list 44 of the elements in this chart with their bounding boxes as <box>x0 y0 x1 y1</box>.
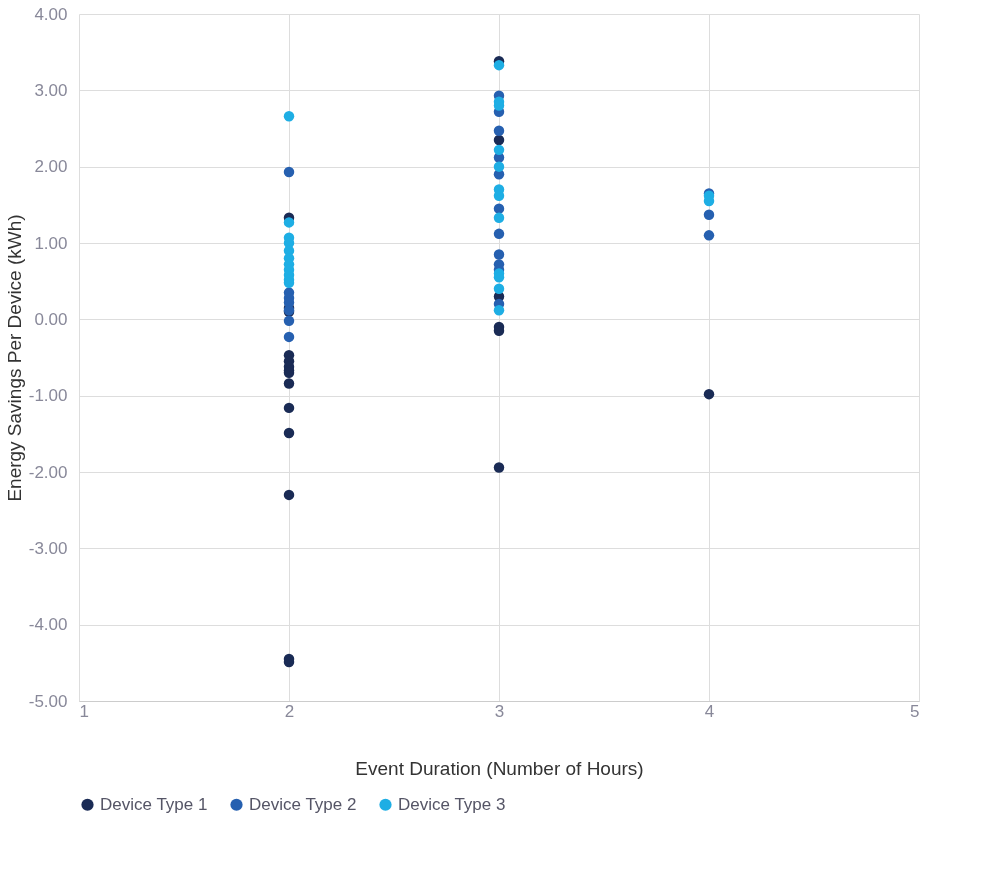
y-tick-label: 3.00 <box>34 80 68 100</box>
point <box>283 217 295 228</box>
point <box>493 144 505 156</box>
legend-label: Device Type 2 <box>249 794 357 814</box>
point <box>493 283 505 295</box>
point <box>283 402 295 414</box>
point <box>493 59 505 71</box>
point <box>283 331 295 343</box>
point <box>493 125 505 137</box>
x-axis-title: Event Duration (Number of Hours) <box>355 757 644 779</box>
legend-label: Device Type 1 <box>100 794 208 814</box>
y-tick-label: -5.00 <box>28 691 68 711</box>
x-tick-label: 5 <box>910 701 920 721</box>
y-tick-label: -3.00 <box>28 538 68 558</box>
point <box>493 161 505 172</box>
y-tick-label: -2.00 <box>28 462 68 482</box>
point <box>283 378 295 389</box>
point <box>493 203 505 214</box>
point <box>283 166 295 178</box>
point <box>493 228 505 240</box>
x-tick-label: 1 <box>79 701 89 721</box>
point <box>493 304 505 316</box>
point <box>493 212 505 224</box>
y-tick-label: -1.00 <box>28 386 68 406</box>
x-tick-label: 4 <box>704 701 715 721</box>
point <box>493 134 505 146</box>
y-tick-label: -4.00 <box>28 615 68 635</box>
y-tick-label: 1.00 <box>34 233 68 253</box>
point <box>703 209 715 220</box>
point <box>493 462 505 473</box>
legend-label: Device Type 3 <box>398 794 506 814</box>
point <box>703 230 715 241</box>
y-tick-label: 0.00 <box>34 309 68 329</box>
point <box>283 111 295 122</box>
point <box>703 388 715 400</box>
point <box>283 489 295 501</box>
x-tick-label: 2 <box>284 701 295 721</box>
point <box>283 315 295 327</box>
y-tick-label: 2.00 <box>34 157 68 177</box>
y-axis-title: Energy Savings Per Device (kWh) <box>3 214 25 502</box>
y-tick-label: 4.00 <box>34 4 68 24</box>
point <box>493 249 505 260</box>
point <box>283 427 295 439</box>
x-tick-label: 3 <box>494 701 505 721</box>
